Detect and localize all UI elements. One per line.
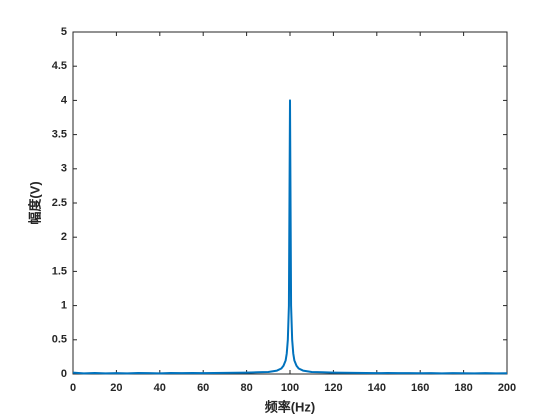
x-tick-label: 0 <box>70 382 76 394</box>
y-axis-label: 幅度(V) <box>27 181 42 224</box>
y-tick-label: 2.5 <box>52 197 67 209</box>
x-tick-label: 160 <box>411 382 429 394</box>
x-tick-label: 100 <box>281 382 299 394</box>
y-tick-label: 2 <box>61 231 67 243</box>
y-tick-label: 3.5 <box>52 129 67 141</box>
y-tick-label: 5 <box>61 26 67 38</box>
y-tick-label: 1 <box>61 300 67 312</box>
x-tick-label: 40 <box>154 382 166 394</box>
y-tick-label: 0 <box>61 368 67 380</box>
x-axis-label: 频率(Hz) <box>265 399 316 414</box>
x-tick-label: 80 <box>240 382 252 394</box>
x-tick-label: 200 <box>498 382 516 394</box>
y-tick-label: 4 <box>61 94 68 106</box>
y-tick-label: 3 <box>61 163 67 175</box>
x-tick-label: 140 <box>368 382 386 394</box>
x-tick-label: 60 <box>197 382 209 394</box>
y-tick-label: 0.5 <box>52 334 67 346</box>
line-series <box>72 99 508 375</box>
y-tick-label: 4.5 <box>52 60 67 72</box>
x-tick-label: 120 <box>324 382 342 394</box>
x-tick-label: 180 <box>454 382 472 394</box>
y-tick-label: 1.5 <box>52 265 67 277</box>
x-tick-label: 20 <box>110 382 122 394</box>
